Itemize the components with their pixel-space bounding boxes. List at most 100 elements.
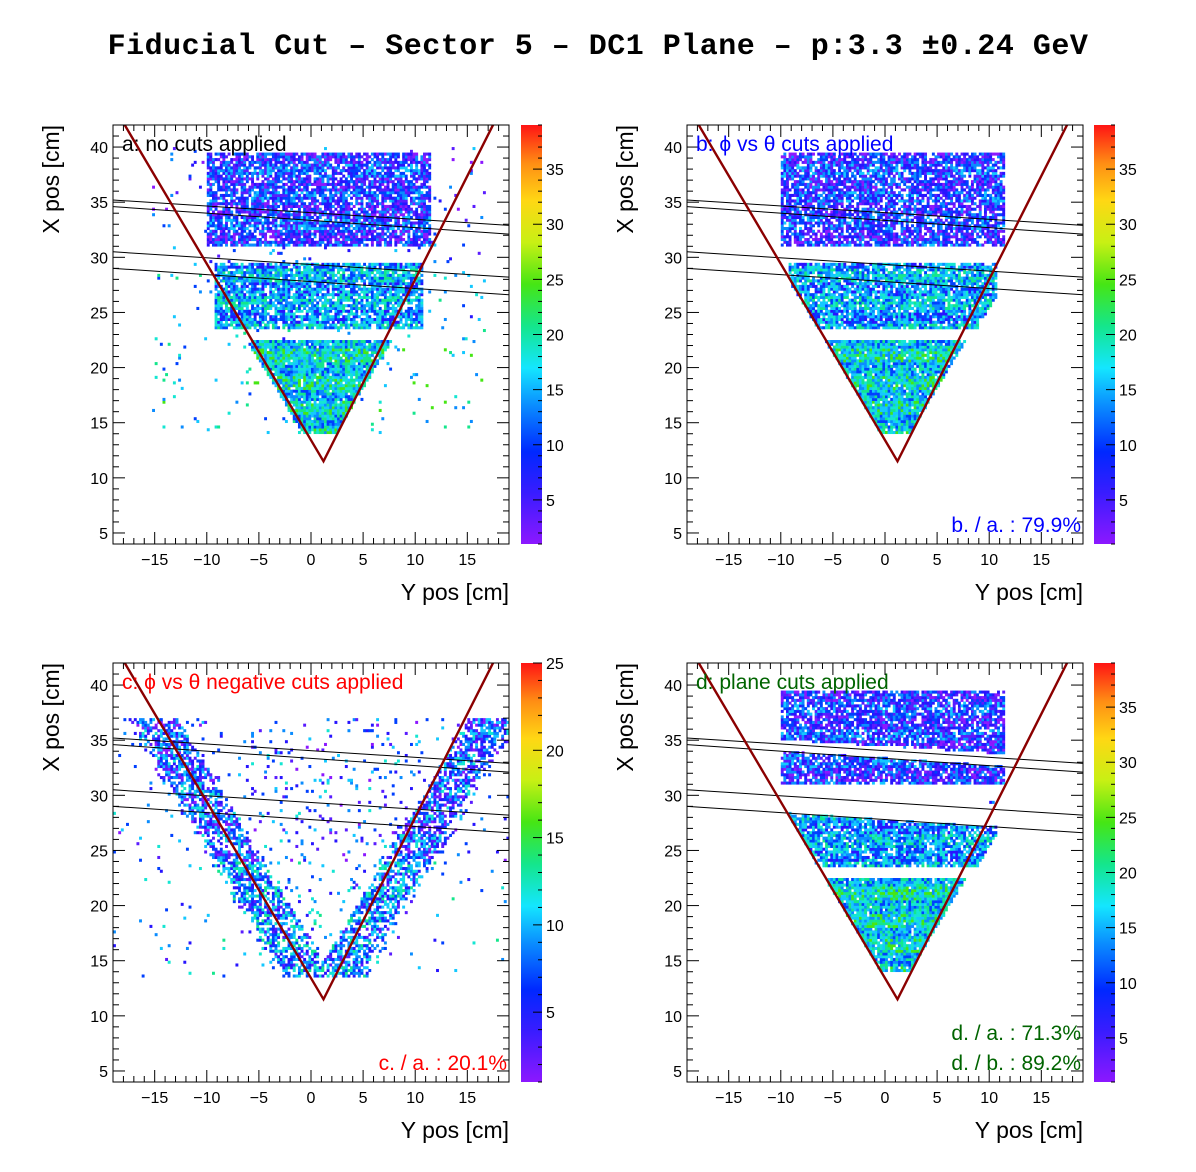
heatmap-cell [238, 207, 241, 211]
heatmap-cell [225, 188, 228, 192]
heatmap-cell [433, 273, 437, 277]
heatmap-cell [313, 290, 317, 294]
heatmap-cell [329, 177, 333, 181]
heatmap-cell [235, 229, 239, 233]
heatmap-cell [295, 293, 299, 297]
heatmap-cell [251, 345, 254, 349]
heatmap-cell [337, 224, 340, 228]
heatmap-cell [277, 364, 281, 368]
heatmap-cell [308, 298, 312, 302]
heatmap-cell [344, 403, 348, 407]
heatmap-cell [383, 180, 387, 184]
heatmap-cell [324, 218, 327, 222]
heatmap-cell [313, 389, 317, 393]
heatmap-cell [240, 204, 244, 208]
heatmap-cell [245, 202, 249, 206]
heatmap-cell [300, 273, 304, 277]
heatmap-cell [311, 326, 314, 330]
heatmap-cell [347, 364, 351, 368]
heatmap-cell [240, 188, 244, 192]
heatmap-cell [417, 276, 421, 280]
heatmap-cell [295, 323, 299, 327]
heatmap-cell [290, 226, 294, 231]
heatmap-cell [318, 417, 322, 421]
heatmap-cell [324, 246, 327, 250]
heatmap-cell [303, 160, 307, 164]
heatmap-cell [404, 177, 408, 181]
heatmap-cell [292, 301, 296, 305]
heatmap-cell [303, 290, 307, 294]
heatmap-cell [297, 215, 301, 220]
heatmap-cell [399, 298, 403, 302]
heatmap-cell [378, 301, 382, 305]
heatmap-cell [284, 282, 288, 286]
heatmap-cell [407, 323, 411, 327]
heatmap-cell [370, 180, 374, 184]
heatmap-cell [404, 271, 408, 275]
heatmap-cell [232, 304, 236, 308]
heatmap-cell [410, 180, 413, 184]
heatmap-cell [378, 232, 382, 236]
heatmap-cell [196, 306, 200, 310]
heatmap-cell [316, 386, 320, 390]
heatmap-cell [394, 169, 398, 173]
heatmap-cell [290, 301, 294, 305]
heatmap-cell [394, 323, 398, 327]
heatmap-cell [222, 315, 226, 319]
heatmap-cell [324, 287, 327, 291]
heatmap-cell [264, 306, 268, 310]
heatmap-cell [284, 367, 288, 371]
heatmap-cell [313, 317, 317, 322]
heatmap-cell [240, 306, 244, 310]
heatmap-cell [222, 196, 226, 200]
heatmap-cell [355, 196, 359, 200]
heatmap-cell [365, 215, 369, 220]
heatmap-cell [334, 408, 338, 412]
heatmap-cell [399, 309, 403, 313]
heatmap-cell [308, 265, 312, 269]
heatmap-cell [378, 317, 382, 322]
heatmap-cell [394, 188, 398, 192]
heatmap-cell [245, 284, 249, 288]
heatmap-cell [318, 422, 322, 426]
heatmap-cell [396, 290, 400, 294]
heatmap-cell [329, 430, 333, 435]
heatmap-cell [271, 185, 275, 189]
heatmap-cell [303, 282, 307, 286]
heatmap-cell [279, 235, 283, 239]
heatmap-cell [378, 326, 382, 330]
heatmap-cell [287, 226, 291, 231]
heatmap-cell [264, 301, 268, 305]
heatmap-cell [347, 359, 351, 363]
heatmap-cell [313, 315, 317, 319]
heatmap-cell [324, 295, 327, 299]
heatmap-cell [287, 218, 291, 222]
heatmap-cell [383, 160, 387, 164]
heatmap-cell [412, 235, 416, 239]
heatmap-cell [219, 166, 223, 170]
heatmap-cell [321, 342, 325, 346]
heatmap-cell [305, 312, 309, 316]
heatmap-cell [308, 196, 312, 200]
heatmap-cell [292, 193, 296, 197]
heatmap-cell [295, 386, 299, 390]
heatmap-cell [308, 257, 312, 261]
heatmap-cell [404, 188, 408, 192]
heatmap-cell [394, 312, 398, 316]
heatmap-cell [389, 262, 393, 266]
heatmap-cell [235, 265, 239, 269]
panel-a: −15 −10 −5 0 5 10 15Y pos [cm]510152025303540X… [38, 124, 564, 605]
heatmap-cell [357, 392, 361, 396]
heatmap-cell [350, 232, 353, 236]
heatmap-cell [407, 284, 411, 288]
heatmap-cell [378, 177, 382, 181]
heatmap-cell [344, 295, 348, 299]
heatmap-cell [243, 295, 247, 299]
heatmap-cell [282, 323, 286, 327]
heatmap-cell [308, 268, 312, 272]
heatmap-cell [303, 417, 307, 421]
heatmap-cell [365, 345, 369, 349]
heatmap-cell [222, 199, 226, 203]
heatmap-cell [243, 163, 247, 167]
heatmap-cell [284, 306, 288, 310]
